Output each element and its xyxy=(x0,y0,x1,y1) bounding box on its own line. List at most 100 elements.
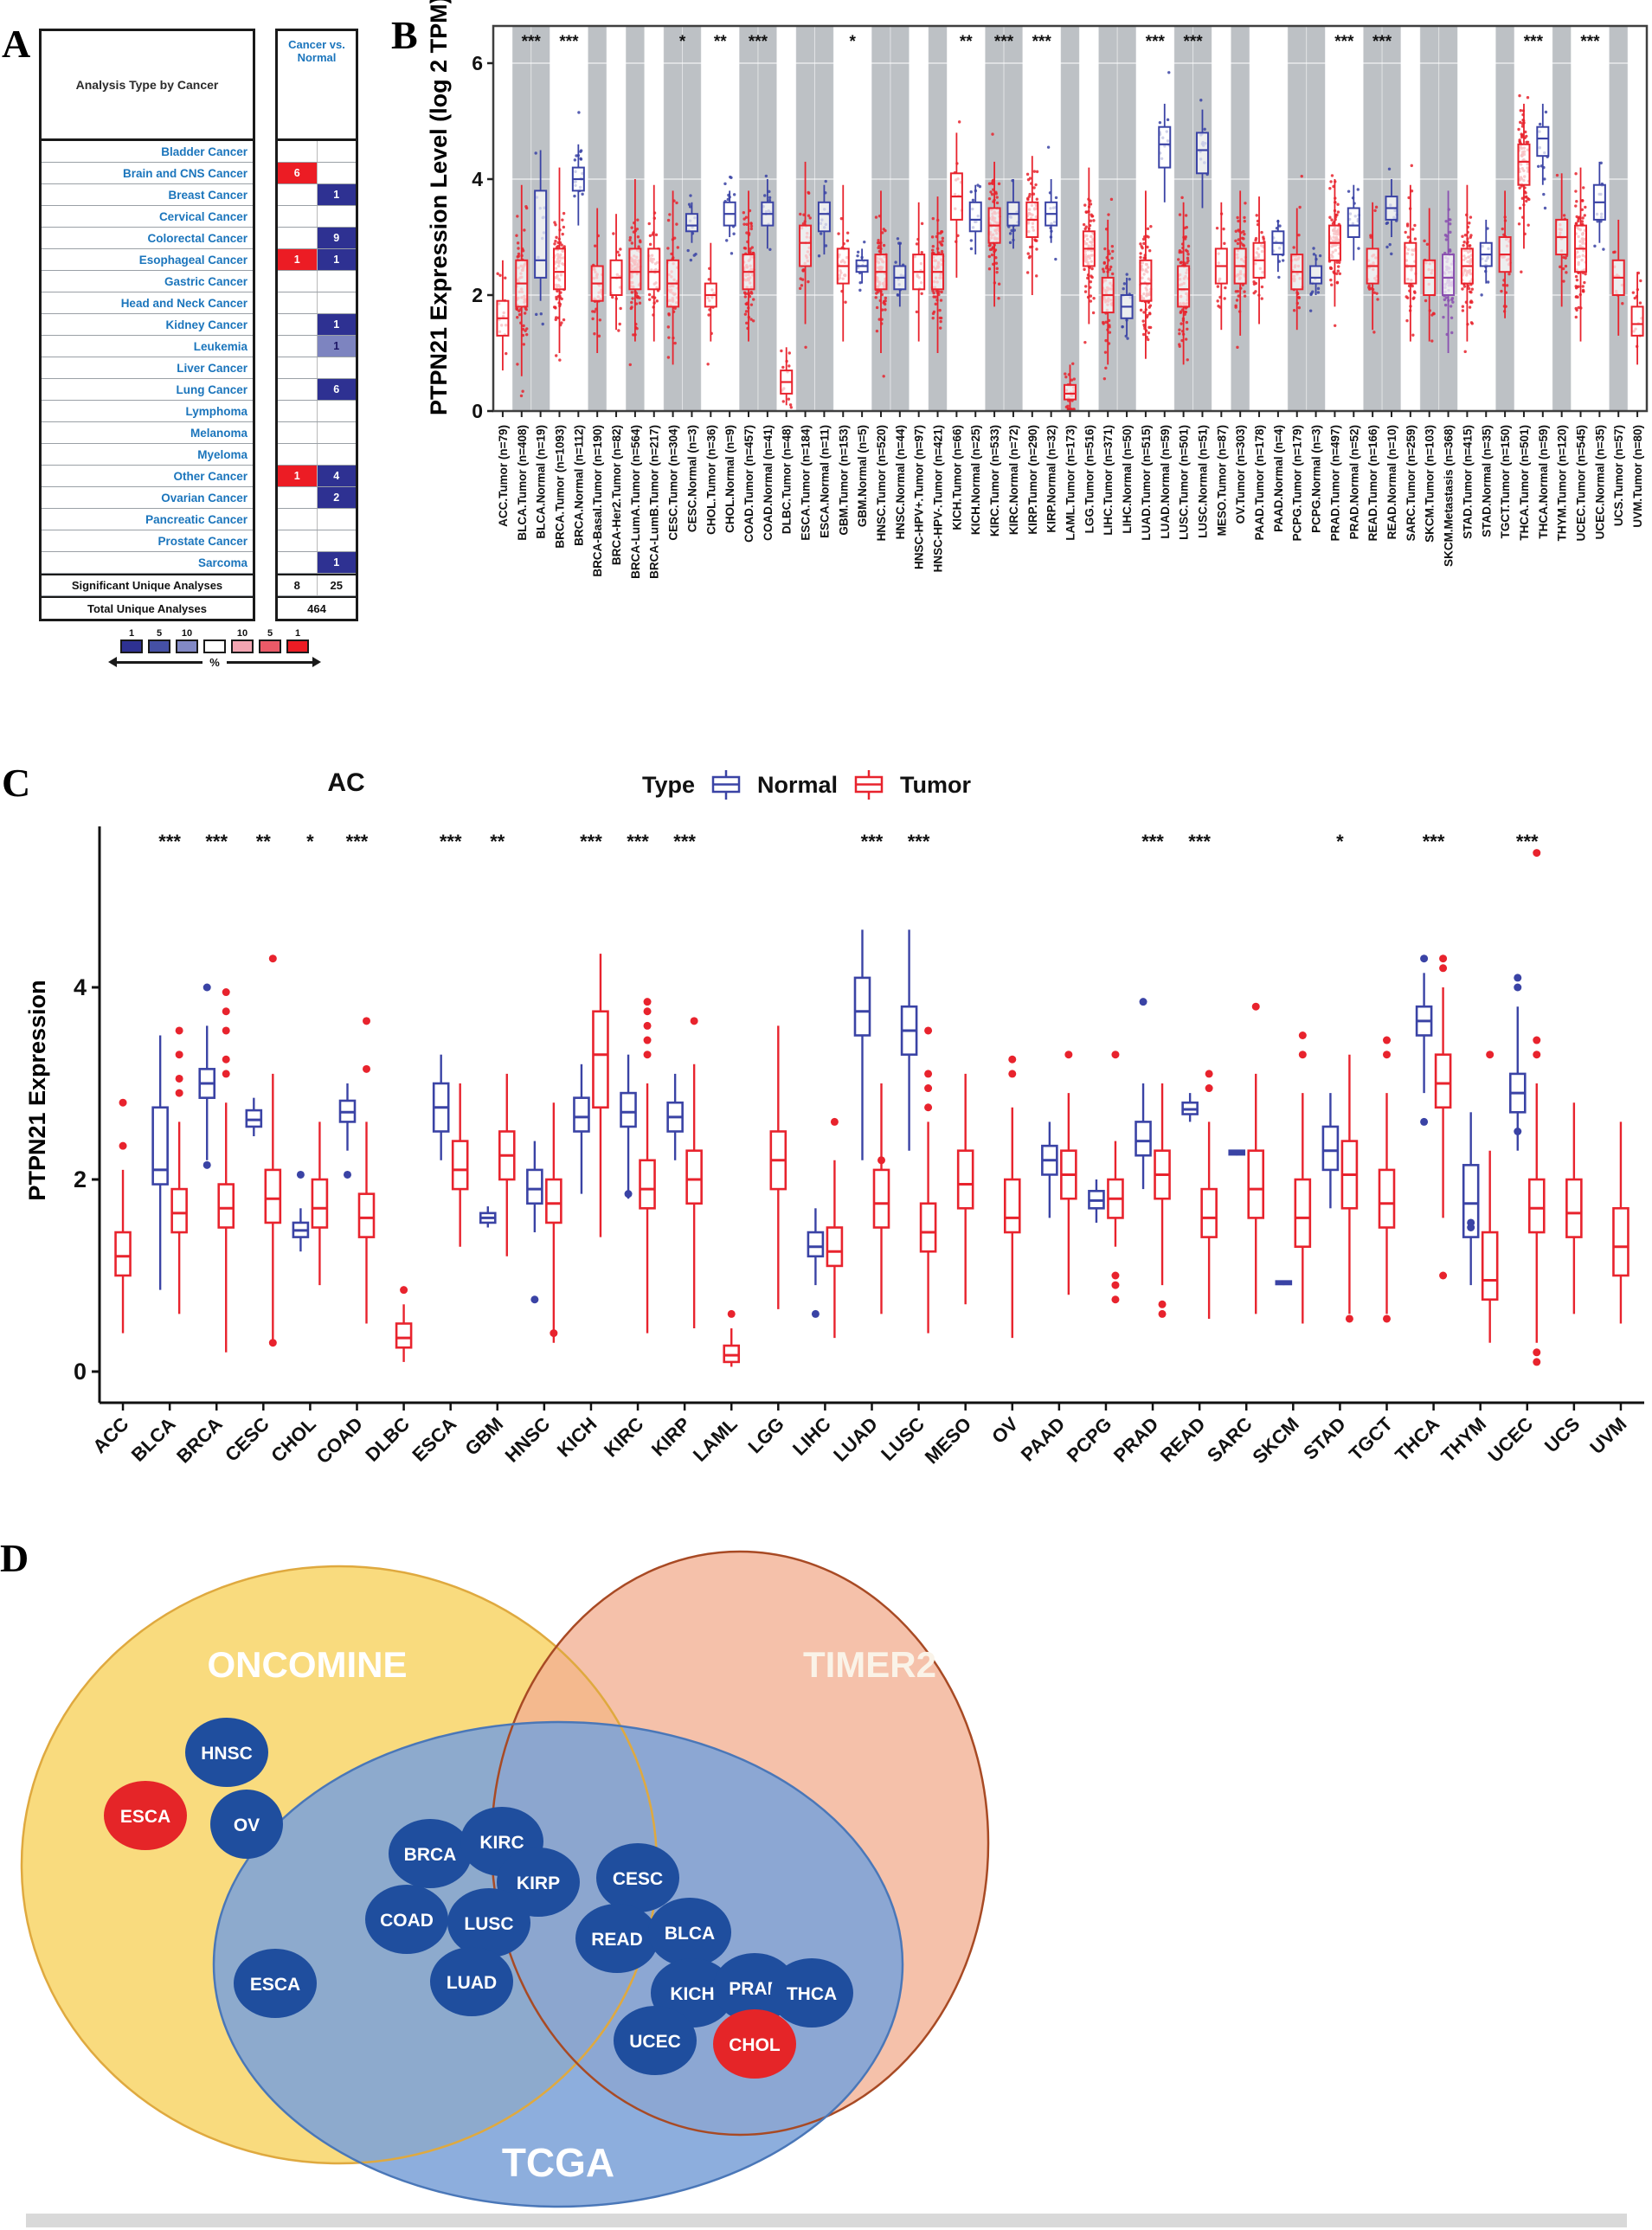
venn-bubble-read: READ xyxy=(575,1904,659,1973)
value-row-breast-cancer: 1 xyxy=(278,184,356,206)
box-group-THCA.Tumor xyxy=(1517,93,1531,273)
b-xlabel-ESCA.Tumor: ESCA.Tumor (n=184) xyxy=(800,425,813,541)
value-row-cervical-cancer xyxy=(278,206,356,228)
pair-group-COAD xyxy=(338,1017,376,1324)
box-group-SKCM.Metastasis xyxy=(1442,190,1456,353)
pair-group-TGCT xyxy=(1378,1036,1396,1323)
analysis-row-leukemia: Leukemia xyxy=(42,336,253,357)
pair-group-THYM xyxy=(1462,1051,1499,1343)
cancer-type-label: Bladder Cancer xyxy=(161,145,247,158)
cancer-type-label: Sarcoma xyxy=(197,556,247,569)
pair-group-LGG xyxy=(769,1025,787,1309)
pair-group-LUSC xyxy=(900,929,937,1334)
oncomine-values-table: Cancer vs. Normal 6 1 9 1 1 1 1 6 1 4 2 1 8 25 464 xyxy=(275,29,358,621)
significance-PRAD: *** xyxy=(1334,33,1354,51)
cancer-type-label: Brain and CNS Cancer xyxy=(122,166,247,180)
box-group-LUSC.Normal xyxy=(1195,99,1209,209)
pair-group-ACC xyxy=(114,1098,132,1334)
venn-bubble-luad: LUAD xyxy=(430,1947,513,2016)
values-table-header: Cancer vs. Normal xyxy=(278,31,356,141)
c-significance-CHOL: * xyxy=(306,831,314,852)
oncomine-color-legend: 1 5 10 10 5 1 % xyxy=(102,628,327,669)
cancer-type-label: Esophageal Cancer xyxy=(138,253,247,267)
analysis-count-cell: 1 xyxy=(317,336,356,357)
empty-cell xyxy=(278,292,318,313)
value-row-lung-cancer: 6 xyxy=(278,379,356,401)
legend-left-arrow xyxy=(108,657,202,667)
significance-COAD: *** xyxy=(749,33,768,51)
b-xlabel-BRCA-LumB.Tumor: BRCA-LumB.Tumor (n=217) xyxy=(648,425,661,579)
box-group-UCEC.Tumor xyxy=(1574,167,1588,342)
pair-group-UVM xyxy=(1612,1121,1630,1324)
empty-cell xyxy=(318,444,357,465)
analysis-row-sarcoma: Sarcoma xyxy=(42,552,253,574)
box-group-STAD.Normal xyxy=(1479,219,1493,297)
b-xlabel-BRCA-LumA.Tumor: BRCA-LumA.Tumor (n=564) xyxy=(629,425,642,579)
box-group-UCS.Tumor xyxy=(1611,219,1625,336)
analysis-row-breast-cancer: Breast Cancer xyxy=(42,184,253,206)
venn-bubble-thca: THCA xyxy=(770,1958,853,2028)
box-group-PCPG.Normal xyxy=(1308,247,1323,312)
legend-swatch-4: 10 xyxy=(231,628,254,653)
b-xlabel-CESC.Tumor: CESC.Tumor (n=304) xyxy=(667,425,680,541)
svg-text:COAD: COAD xyxy=(380,1911,434,1931)
analysis-table-header: Analysis Type by Cancer xyxy=(42,31,253,141)
pair-group-KIRP xyxy=(666,1017,703,1329)
significance-THCA: *** xyxy=(1524,33,1544,51)
pair-group-ESCA xyxy=(432,1054,469,1247)
legend-color-square xyxy=(148,639,170,653)
c-ytick-2: 2 xyxy=(74,1166,87,1192)
significance-BRCA: *** xyxy=(559,33,579,51)
c-xlabel-READ: READ xyxy=(1156,1413,1210,1467)
legend-swatch-6: 1 xyxy=(286,628,310,653)
analysis-row-cervical-cancer: Cervical Cancer xyxy=(42,206,253,228)
cancer-type-label: Leukemia xyxy=(193,339,247,353)
pair-group-DLBC xyxy=(395,1286,413,1362)
b-xlabel-LGG.Tumor: LGG.Tumor (n=516) xyxy=(1083,425,1096,533)
svg-text:LUSC: LUSC xyxy=(464,1914,513,1934)
b-xlabel-CESC.Normal: CESC.Normal (n=3) xyxy=(685,425,698,532)
pair-group-KICH xyxy=(573,954,609,1237)
svg-text:BRCA: BRCA xyxy=(404,1845,457,1865)
svg-text:CESC: CESC xyxy=(613,1869,663,1889)
venn-set-label-oncomine: ONCOMINE xyxy=(208,1644,408,1685)
box-group-KICH.Normal xyxy=(968,183,982,255)
box-group-KICH.Tumor xyxy=(949,120,963,278)
box-group-THCA.Normal xyxy=(1536,103,1550,210)
empty-cell xyxy=(278,206,318,227)
legend-swatch-label: 5 xyxy=(267,628,273,639)
c-xlabel-MESO: MESO xyxy=(921,1413,975,1468)
legend-swatch-2: 10 xyxy=(176,628,199,653)
value-row-head-and-neck-cancer xyxy=(278,292,356,314)
empty-cell xyxy=(318,422,357,443)
legend-color-square xyxy=(259,639,281,653)
box-group-UVM.Tumor xyxy=(1630,271,1644,365)
b-xlabel-KICH.Normal: KICH.Normal (n=25) xyxy=(969,425,982,535)
c-xlabel-UCEC: UCEC xyxy=(1484,1413,1538,1467)
significance-LUAD: *** xyxy=(1146,33,1166,51)
value-row-kidney-cancer: 1 xyxy=(278,314,356,336)
significance-KIRC: *** xyxy=(994,33,1014,51)
box-group-LUAD.Tumor xyxy=(1139,190,1153,359)
box-group-HNSC.Normal xyxy=(893,237,907,307)
empty-cell xyxy=(318,530,357,551)
analysis-row-gastric-cancer: Gastric Cancer xyxy=(42,271,253,292)
value-row-ovarian-cancer: 2 xyxy=(278,487,356,509)
empty-cell xyxy=(318,292,357,313)
c-xlabel-PAAD: PAAD xyxy=(1017,1413,1070,1466)
box-group-LUSC.Tumor xyxy=(1177,196,1191,365)
box-group-CESC.Normal xyxy=(685,194,698,262)
c-xlabel-LAML: LAML xyxy=(689,1413,742,1466)
empty-cell xyxy=(318,401,357,421)
b-xlabel-COAD.Normal: COAD.Normal (n=41) xyxy=(762,425,775,541)
value-row-prostate-cancer xyxy=(278,530,356,552)
c-significance-PRAD: *** xyxy=(1141,831,1164,852)
c-significance-THCA: *** xyxy=(1423,831,1445,852)
b-xlabel-ESCA.Normal: ESCA.Normal (n=11) xyxy=(818,425,831,538)
c-xlabel-KICH: KICH xyxy=(553,1413,601,1462)
legend-color-square xyxy=(120,639,143,653)
analysis-count-cell: 1 xyxy=(317,552,356,573)
box-group-COAD.Tumor xyxy=(742,190,755,342)
value-row-pancreatic-cancer xyxy=(278,509,356,530)
empty-cell xyxy=(278,357,318,378)
